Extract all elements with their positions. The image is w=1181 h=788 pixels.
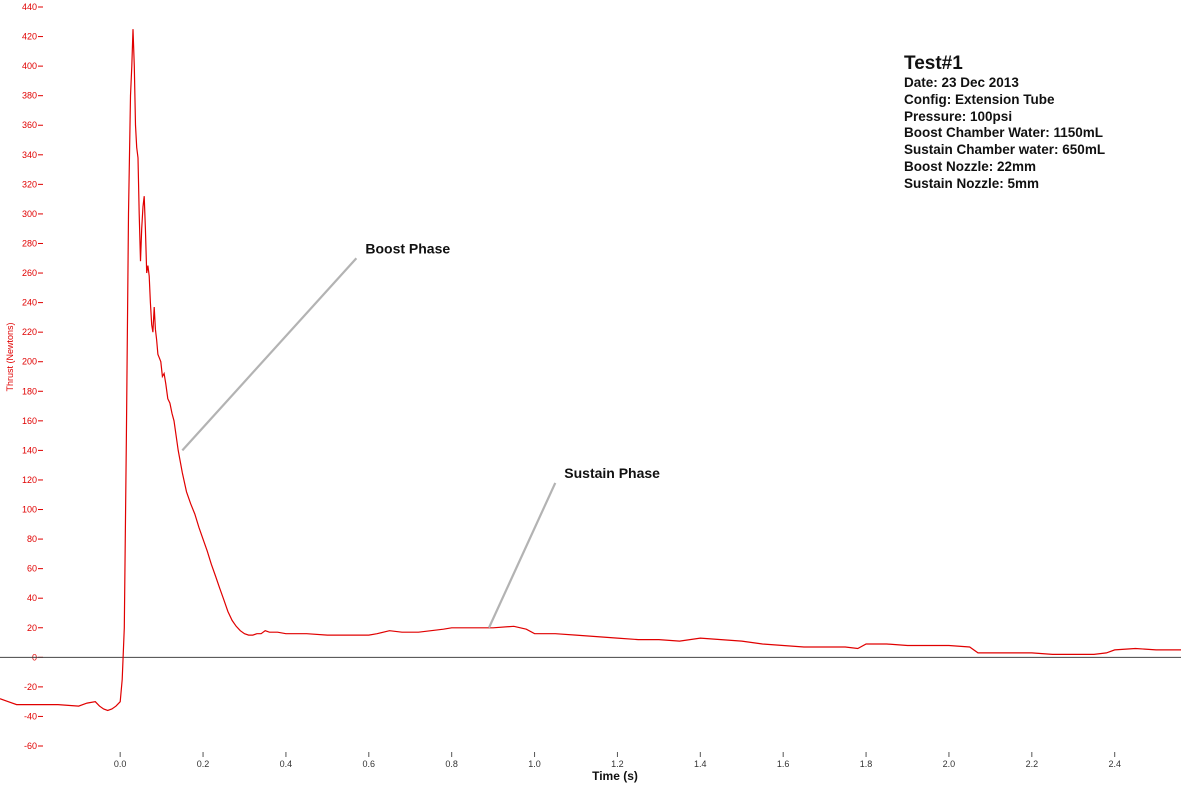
- x-tick-label: 1.4: [694, 759, 707, 769]
- info-sustain-nozzle: Sustain Nozzle: 5mm: [904, 175, 1040, 191]
- boost-phase-label: Boost Phase: [365, 240, 450, 256]
- sustain-phase-leader-line: [487, 482, 557, 629]
- x-tick-label: 2.2: [1026, 759, 1039, 769]
- x-tick-label: 1.6: [777, 759, 790, 769]
- x-tick-label: 2.0: [943, 759, 956, 769]
- y-tick-label: 320: [22, 179, 37, 189]
- test-title: Test#1: [904, 53, 963, 74]
- y-axis: -60-40-200204060801001201401601802002202…: [22, 2, 43, 751]
- y-tick-label: 120: [22, 475, 37, 485]
- sustain-phase-label: Sustain Phase: [564, 465, 660, 481]
- y-tick-label: 280: [22, 238, 37, 248]
- y-tick-label: 220: [22, 327, 37, 337]
- y-tick-label: 140: [22, 445, 37, 455]
- info-sustain-water: Sustain Chamber water: 650mL: [904, 142, 1106, 158]
- y-tick-label: 260: [22, 268, 37, 278]
- y-tick-label: 100: [22, 505, 37, 515]
- y-tick-label: 200: [22, 357, 37, 367]
- info-config: Config: Extension Tube: [904, 91, 1055, 107]
- x-tick-label: 2.4: [1108, 759, 1121, 769]
- y-tick-label: -20: [24, 682, 37, 692]
- y-tick-label: 60: [27, 564, 37, 574]
- x-tick-label: 0.2: [197, 759, 210, 769]
- x-tick-label: 0.6: [363, 759, 376, 769]
- y-tick-label: -40: [24, 711, 37, 721]
- y-tick-label: 240: [22, 298, 37, 308]
- y-tick-label: 180: [22, 386, 37, 396]
- y-tick-label: 80: [27, 534, 37, 544]
- y-tick-label: 160: [22, 416, 37, 426]
- thrust-series-line: [0, 29, 1181, 712]
- y-tick-label: 420: [22, 32, 37, 42]
- info-date: Date: 23 Dec 2013: [904, 75, 1019, 90]
- x-axis-title: Time (s): [592, 769, 638, 783]
- info-boost-water: Boost Chamber Water: 1150mL: [904, 125, 1104, 141]
- x-tick-label: 0.0: [114, 759, 127, 769]
- y-tick-label: 20: [27, 623, 37, 633]
- y-axis-title: Thrust (Newtons): [5, 322, 15, 391]
- boost-phase-leader-line: [181, 257, 358, 452]
- x-axis: 0.0 0.2 0.4 0.6 0.8 1.0 1.2 1.4 1.6 1.8 2.0 2.2 2.4: [114, 752, 1121, 769]
- y-tick-label: 340: [22, 150, 37, 160]
- y-tick-label: 300: [22, 209, 37, 219]
- test-info-box: Date: 23 Dec 2013 Config: Extension Tube…: [904, 75, 1105, 193]
- x-tick-label: 0.8: [445, 759, 458, 769]
- y-tick-label: 440: [22, 2, 37, 12]
- x-tick-label: 1.0: [528, 759, 541, 769]
- info-boost-nozzle: Boost Nozzle: 22mm: [904, 158, 1037, 174]
- y-tick-label: 360: [22, 120, 37, 130]
- info-pressure: Pressure: 100psi: [904, 108, 1013, 124]
- annotations: Boost Phase Sustain Phase: [181, 240, 660, 629]
- x-tick-label: 1.2: [611, 759, 624, 769]
- x-tick-label: 0.4: [280, 759, 293, 769]
- y-tick-label: 380: [22, 91, 37, 101]
- x-tick-label: 1.8: [860, 759, 873, 769]
- y-tick-label: 40: [27, 593, 37, 603]
- y-tick-label: -60: [24, 741, 37, 751]
- y-tick-label: 400: [22, 61, 37, 71]
